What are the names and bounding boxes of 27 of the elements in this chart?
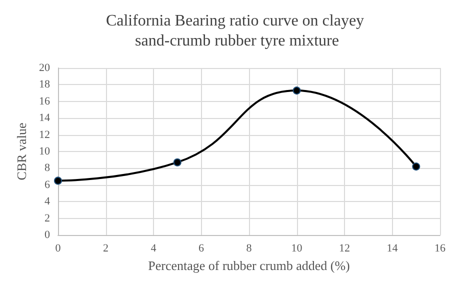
y-tick-label: 20 [39, 62, 50, 74]
x-tick-label: 4 [150, 242, 157, 254]
y-tick-label: 16 [39, 95, 50, 108]
x-tick-label: 16 [434, 242, 446, 254]
x-tick-label: 10 [291, 242, 303, 254]
y-tick-label: 10 [39, 146, 50, 158]
x-tick-label: 14 [386, 242, 398, 254]
x-tick-label: 6 [198, 242, 204, 254]
x-tick-label: 2 [103, 242, 108, 254]
point [292, 86, 301, 95]
chart-title: California Bearing ratio curve on clayey sand-crumb rubber tyre mixture [106, 12, 368, 50]
point [173, 158, 182, 166]
point [412, 162, 420, 171]
x-tick-label: 8 [246, 242, 252, 254]
y-tick-label: 6 [44, 178, 50, 191]
point [54, 176, 62, 185]
y-tick-label: 2 [44, 212, 50, 224]
y-axis-title: CBR value [14, 122, 30, 180]
y-tick-label: 12 [39, 128, 50, 141]
x-tick-label: 0 [55, 242, 62, 254]
x-axis-title: Percentage of rubber crumb added (%) [148, 258, 350, 273]
y-tick-label: 18 [39, 78, 50, 91]
y-tick-label: 0 [44, 229, 50, 241]
x-tick-label: 12 [339, 242, 350, 254]
y-tick-label: 8 [44, 162, 50, 174]
y-tick-label: 4 [44, 196, 50, 208]
y-tick-label: 14 [39, 112, 50, 124]
